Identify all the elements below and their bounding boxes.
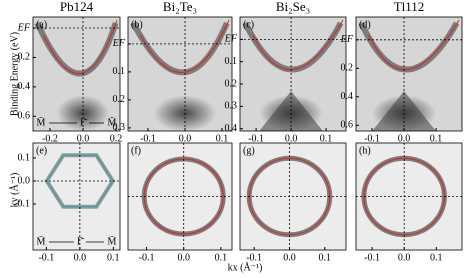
y-tick-label: 0.1	[225, 56, 238, 67]
y-tick-label: 0.2	[18, 52, 31, 63]
x-tick-label: 0.0	[74, 252, 87, 263]
panel-frame	[127, 16, 233, 132]
panel-frame	[127, 142, 233, 251]
y-tick-label: 0.3	[225, 101, 238, 112]
x-tick-label: 0.1	[430, 133, 443, 144]
y-axis-label: ky (Å⁻¹)	[8, 173, 20, 208]
x-tick-label: 0.0	[77, 133, 90, 144]
fit-curve	[252, 19, 344, 71]
x-axis-label: kx (Å⁻¹)	[228, 261, 263, 273]
x-tick-label: 0.0	[285, 133, 298, 144]
y-tick-label: 0.2	[113, 94, 126, 105]
panel-label: (a)	[36, 19, 47, 30]
x-tick-label: -0.1	[38, 252, 54, 263]
x-tick-label: 0.1	[107, 252, 120, 263]
symmetry-point: Γ̄	[77, 236, 85, 247]
panel-frame	[32, 142, 121, 251]
band	[259, 91, 323, 131]
y-tick-label: EF	[112, 38, 126, 49]
panel-frame	[32, 16, 121, 132]
panel-frame	[239, 16, 347, 132]
y-tick-label: 0.4	[225, 123, 238, 134]
x-tick-label: 0.0	[179, 133, 192, 144]
panel-label: (f)	[131, 145, 141, 156]
panel-label: (h)	[359, 145, 371, 156]
x-tick-label: 0.0	[398, 252, 411, 263]
y-tick-label: 0.1	[113, 66, 126, 77]
x-tick-label: -0.1	[140, 133, 156, 144]
x-tick-label: -0.1	[248, 133, 264, 144]
y-tick-label: 0.2	[225, 78, 238, 89]
y-tick-label: 0.4	[341, 91, 354, 102]
panel-label: (c)	[243, 19, 254, 30]
y-tick-label: EF	[224, 34, 238, 45]
column-title: Bi₂Se₃	[276, 0, 310, 14]
y-tick-label: 0.6	[18, 111, 31, 122]
x-tick-label: 0.1	[216, 133, 229, 144]
panel-label: (d)	[359, 19, 371, 30]
x-tick-label: 0.0	[398, 133, 411, 144]
y-tick-label: EF	[340, 34, 354, 45]
symmetry-point: Γ̄	[80, 117, 88, 128]
x-tick-label: -0.1	[364, 133, 380, 144]
y-tick-label: 0.6	[341, 120, 354, 131]
y-axis-label: Binding Energy (eV)	[9, 32, 20, 116]
panel-image	[33, 143, 120, 250]
y-tick-label: 0.0	[18, 175, 31, 186]
x-tick-label: -0.2	[42, 133, 58, 144]
x-tick-label: 0.2	[110, 133, 123, 144]
x-tick-label: -0.1	[246, 252, 262, 263]
x-tick-label: 0.1	[320, 133, 333, 144]
x-tick-label: 0.1	[215, 252, 228, 263]
fit-curve	[42, 19, 118, 75]
panel-frame	[355, 16, 463, 132]
x-tick-label: 0.0	[177, 252, 190, 263]
symmetry-point: M̄	[37, 116, 46, 128]
fit-curve	[368, 19, 460, 71]
y-tick-label: 0.1	[18, 152, 31, 163]
column-title: Tl112	[394, 0, 425, 14]
fit-curve	[140, 19, 230, 73]
y-tick-label: 0.2	[341, 63, 354, 74]
panel-label: (e)	[36, 145, 47, 156]
y-tick-label: 0.4	[18, 81, 31, 92]
panel-frame	[239, 142, 347, 251]
x-tick-label: -0.1	[139, 252, 155, 263]
panel-label: (b)	[131, 19, 143, 30]
symmetry-point: M̄	[37, 235, 46, 247]
band	[372, 91, 436, 131]
panel-label: (g)	[243, 145, 255, 156]
x-tick-label: 0.0	[283, 252, 296, 263]
x-tick-label: 0.1	[319, 252, 332, 263]
y-tick-label: -0.1	[14, 198, 30, 209]
x-tick-label: -0.1	[364, 252, 380, 263]
panel-frame	[355, 142, 463, 251]
column-title: Bi₂Te₃	[163, 0, 197, 14]
symmetry-point: M̄	[108, 235, 117, 247]
symmetry-point: M̄	[108, 116, 117, 128]
column-title: Pb124	[60, 0, 94, 14]
y-tick-label: 0.3	[113, 122, 126, 133]
y-tick-label: EF	[17, 22, 31, 33]
x-tick-label: 0.1	[430, 252, 443, 263]
